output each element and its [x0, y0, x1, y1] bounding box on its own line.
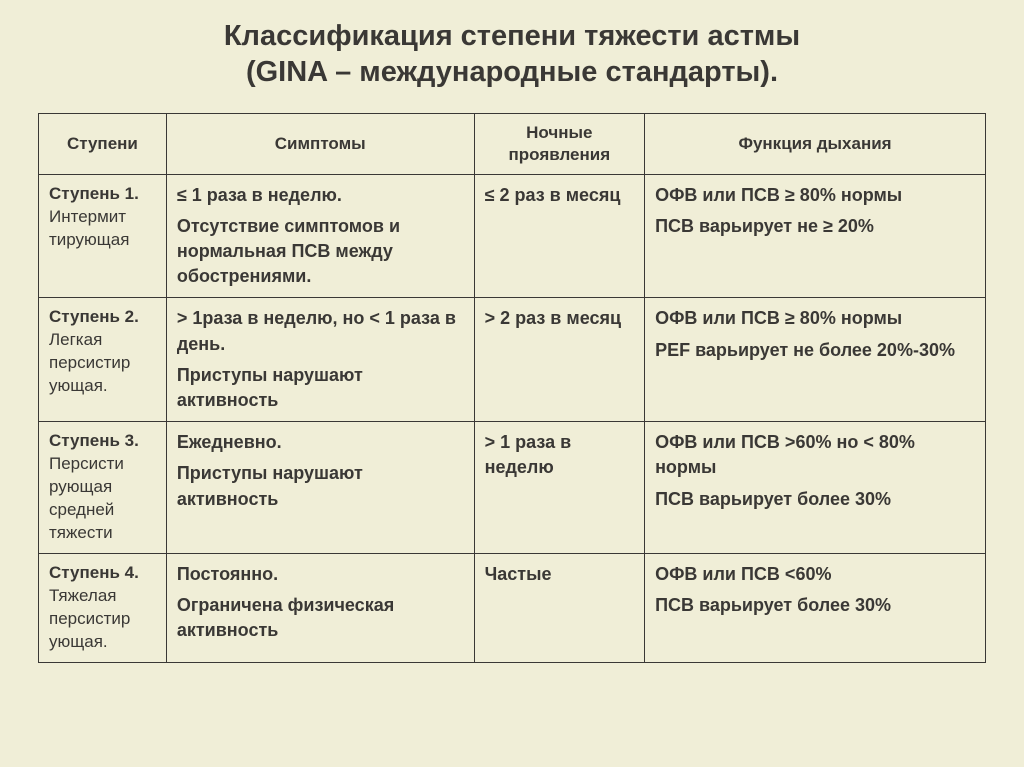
func-line: ОФВ или ПСВ <60% — [655, 562, 975, 587]
func-cell: ОФВ или ПСВ >60% но < 80% нормы ПСВ варь… — [645, 422, 986, 554]
step-cell: Ступень 4. Тяжелая персистир ующая. — [39, 553, 167, 662]
symptoms-line: Приступы нарушают активность — [177, 461, 464, 511]
header-func: Функция дыхания — [645, 113, 986, 174]
step-name: Легкая персистир ующая. — [49, 330, 130, 395]
night-line: > 2 раз в месяц — [485, 306, 634, 331]
step-number: Ступень 3. — [49, 431, 139, 450]
step-number: Ступень 1. — [49, 184, 139, 203]
func-line: ОФВ или ПСВ >60% но < 80% нормы — [655, 430, 975, 480]
func-line: ПСВ варьирует не ≥ 20% — [655, 214, 975, 239]
symptoms-cell: Постоянно. Ограничена физическая активно… — [166, 553, 474, 662]
table-row: Ступень 3. Персисти рующая средней тяжес… — [39, 422, 986, 554]
step-number: Ступень 4. — [49, 563, 139, 582]
table-row: Ступень 4. Тяжелая персистир ующая. Пост… — [39, 553, 986, 662]
func-cell: ОФВ или ПСВ <60% ПСВ варьирует более 30% — [645, 553, 986, 662]
step-cell: Ступень 2. Легкая персистир ующая. — [39, 298, 167, 422]
symptoms-cell: > 1раза в неделю, но < 1 раза в день. Пр… — [166, 298, 474, 422]
classification-table: Ступени Симптомы Ночные проявления Функц… — [38, 113, 986, 663]
night-cell: ≤ 2 раз в месяц — [474, 174, 644, 298]
table-header-row: Ступени Симптомы Ночные проявления Функц… — [39, 113, 986, 174]
symptoms-line: Постоянно. — [177, 562, 464, 587]
func-cell: ОФВ или ПСВ ≥ 80% нормы PEF варьирует не… — [645, 298, 986, 422]
step-name: Тяжелая персистир ующая. — [49, 586, 130, 651]
symptoms-line: Ежедневно. — [177, 430, 464, 455]
night-line: Частые — [485, 562, 634, 587]
symptoms-line: Приступы нарушают активность — [177, 363, 464, 413]
title-line-1: Классификация степени тяжести астмы — [224, 20, 800, 52]
night-cell: > 1 раза в неделю — [474, 422, 644, 554]
symptoms-line: Ограничена физическая активность — [177, 593, 464, 643]
symptoms-line: Отсутствие симптомов и нормальная ПСВ ме… — [177, 214, 464, 290]
func-line: ПСВ варьирует более 30% — [655, 487, 975, 512]
func-line: PEF варьирует не более 20%-30% — [655, 338, 975, 363]
symptoms-cell: Ежедневно. Приступы нарушают активность — [166, 422, 474, 554]
header-step: Ступени — [39, 113, 167, 174]
night-cell: > 2 раз в месяц — [474, 298, 644, 422]
night-cell: Частые — [474, 553, 644, 662]
slide-title: Классификация степени тяжести астмы (GIN… — [38, 18, 986, 91]
func-line: ОФВ или ПСВ ≥ 80% нормы — [655, 306, 975, 331]
step-number: Ступень 2. — [49, 307, 139, 326]
symptoms-line: ≤ 1 раза в неделю. — [177, 183, 464, 208]
night-line: ≤ 2 раз в месяц — [485, 183, 634, 208]
step-name: Интермит тирующая — [49, 207, 129, 249]
header-symptoms: Симптомы — [166, 113, 474, 174]
night-line: > 1 раза в неделю — [485, 430, 634, 480]
symptoms-cell: ≤ 1 раза в неделю. Отсутствие симптомов … — [166, 174, 474, 298]
step-cell: Ступень 3. Персисти рующая средней тяжес… — [39, 422, 167, 554]
step-cell: Ступень 1. Интермит тирующая — [39, 174, 167, 298]
func-line: ПСВ варьирует более 30% — [655, 593, 975, 618]
header-night: Ночные проявления — [474, 113, 644, 174]
func-cell: ОФВ или ПСВ ≥ 80% нормы ПСВ варьирует не… — [645, 174, 986, 298]
step-name: Персисти рующая средней тяжести — [49, 454, 124, 542]
table-row: Ступень 2. Легкая персистир ующая. > 1ра… — [39, 298, 986, 422]
title-line-2: (GINA – международные стандарты). — [246, 56, 778, 88]
table-row: Ступень 1. Интермит тирующая ≤ 1 раза в … — [39, 174, 986, 298]
symptoms-line: > 1раза в неделю, но < 1 раза в день. — [177, 306, 464, 356]
func-line: ОФВ или ПСВ ≥ 80% нормы — [655, 183, 975, 208]
